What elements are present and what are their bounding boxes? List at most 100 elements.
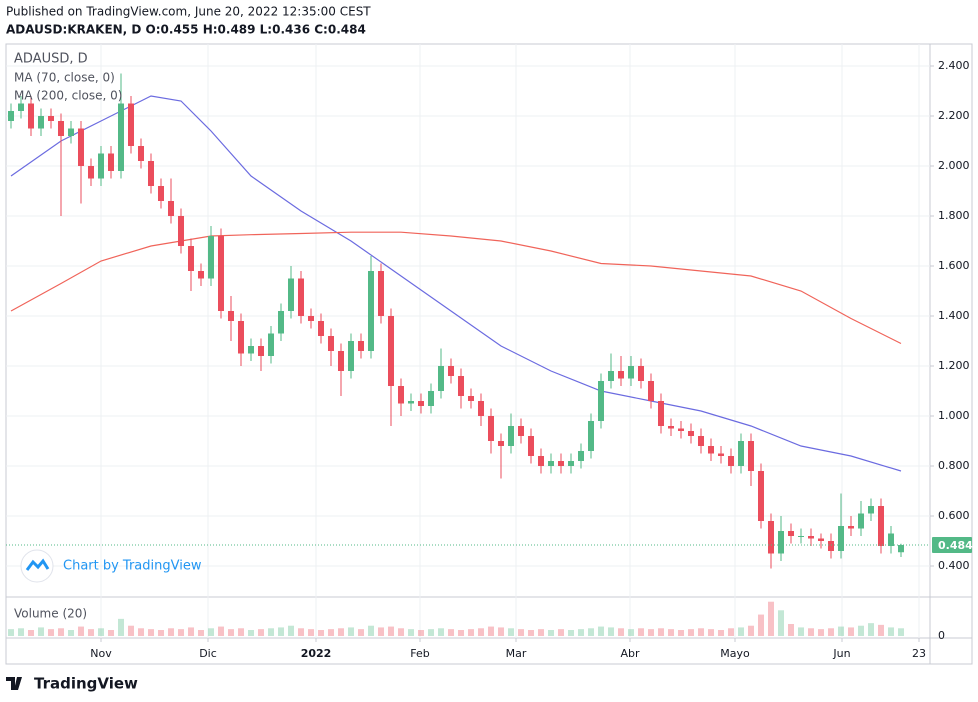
candle-body	[98, 153, 104, 179]
x-tick-label: Nov	[90, 647, 112, 660]
volume-bar	[8, 629, 14, 636]
volume-bar	[858, 625, 864, 636]
volume-bar	[338, 628, 344, 636]
volume-bar	[778, 610, 784, 636]
volume-bar	[898, 628, 904, 636]
volume-bar	[128, 625, 134, 636]
volume-label: Volume (20)	[14, 607, 87, 621]
volume-bar	[348, 627, 354, 636]
volume-bar	[488, 626, 494, 636]
candle-body	[248, 346, 254, 354]
candle-body	[738, 441, 744, 466]
footer-logo: TradingView	[6, 675, 138, 693]
volume-bar	[448, 629, 454, 636]
candle-body	[428, 391, 434, 406]
candle-body	[628, 366, 634, 379]
ma-line	[10, 95, 902, 472]
volume-bar	[788, 624, 794, 636]
candle-body	[68, 128, 74, 136]
y-tick-label: 2.400	[938, 59, 970, 72]
candle-body	[88, 166, 94, 179]
volume-bar	[258, 629, 264, 636]
candle-body	[868, 506, 874, 514]
volume-bar	[698, 628, 704, 636]
volume-bar	[518, 629, 524, 636]
candle-body	[108, 153, 114, 171]
volume-bar	[648, 629, 654, 636]
volume-bar	[298, 628, 304, 636]
candle-body	[418, 401, 424, 406]
volume-bar	[308, 629, 314, 636]
volume-bar	[208, 628, 214, 636]
volume-bar	[608, 627, 614, 636]
volume-bar	[168, 628, 174, 636]
candle-body	[888, 533, 894, 546]
candle-body	[898, 545, 904, 553]
x-tick-label: Mar	[506, 647, 527, 660]
watermark-icon	[25, 558, 50, 571]
candle-body	[358, 341, 364, 351]
candle-body	[828, 541, 834, 551]
volume-bar	[478, 628, 484, 636]
legend-entry: MA (200, close, 0)	[14, 89, 122, 103]
volume-bar	[398, 628, 404, 636]
candle-body	[538, 456, 544, 466]
candle-body	[568, 461, 574, 466]
candle-body	[48, 116, 54, 121]
volume-bar	[548, 630, 554, 636]
watermark[interactable]: Chart by TradingView	[20, 549, 202, 583]
candle-body	[388, 316, 394, 386]
x-tick-label: Jun	[832, 647, 850, 660]
volume-bar	[58, 628, 64, 636]
candle-body	[8, 111, 14, 121]
candle-body	[598, 381, 604, 421]
candle-body	[468, 396, 474, 401]
candle-body	[678, 428, 684, 431]
volume-bar	[148, 629, 154, 636]
volume-bar	[358, 629, 364, 636]
candle-body	[58, 121, 64, 136]
candle-body	[708, 446, 714, 454]
candle-body	[438, 366, 444, 391]
candle-body	[848, 526, 854, 529]
volume-bar	[318, 630, 324, 636]
volume-bar	[748, 625, 754, 636]
candle-body	[128, 103, 134, 146]
volume-bar	[738, 627, 744, 636]
candle-body	[718, 453, 724, 456]
volume-bar	[718, 630, 724, 636]
volume-bar	[638, 628, 644, 636]
y-tick-label: 2.000	[938, 159, 970, 172]
volume-bar	[658, 628, 664, 636]
volume-bar	[708, 629, 714, 636]
candle-body	[348, 341, 354, 371]
volume-bar	[228, 629, 234, 636]
volume-bar	[408, 629, 414, 636]
candle-body	[878, 506, 884, 546]
volume-bar	[768, 601, 774, 636]
candle-body	[648, 381, 654, 401]
volume-bar	[438, 628, 444, 636]
volume-bar	[618, 628, 624, 636]
candle-body	[28, 103, 34, 129]
candle-body	[838, 526, 844, 551]
candle-body	[858, 513, 864, 529]
volume-bar	[38, 627, 44, 636]
x-tick-label: Mayo	[720, 647, 750, 660]
volume-bar	[848, 627, 854, 636]
volume-bar	[98, 628, 104, 636]
candle-body	[168, 201, 174, 216]
volume-bar	[428, 629, 434, 636]
volume-bar	[588, 628, 594, 636]
volume-bar	[628, 629, 634, 636]
volume-bar	[458, 630, 464, 636]
x-tick-label: 23	[912, 647, 926, 660]
volume-bar	[278, 627, 284, 636]
candle-body	[768, 521, 774, 554]
volume-bar	[688, 629, 694, 636]
candle-body	[338, 351, 344, 371]
candle-body	[608, 371, 614, 381]
candle-body	[618, 371, 624, 379]
y-tick-label: 1.400	[938, 309, 970, 322]
y-tick-label: 1.600	[938, 259, 970, 272]
